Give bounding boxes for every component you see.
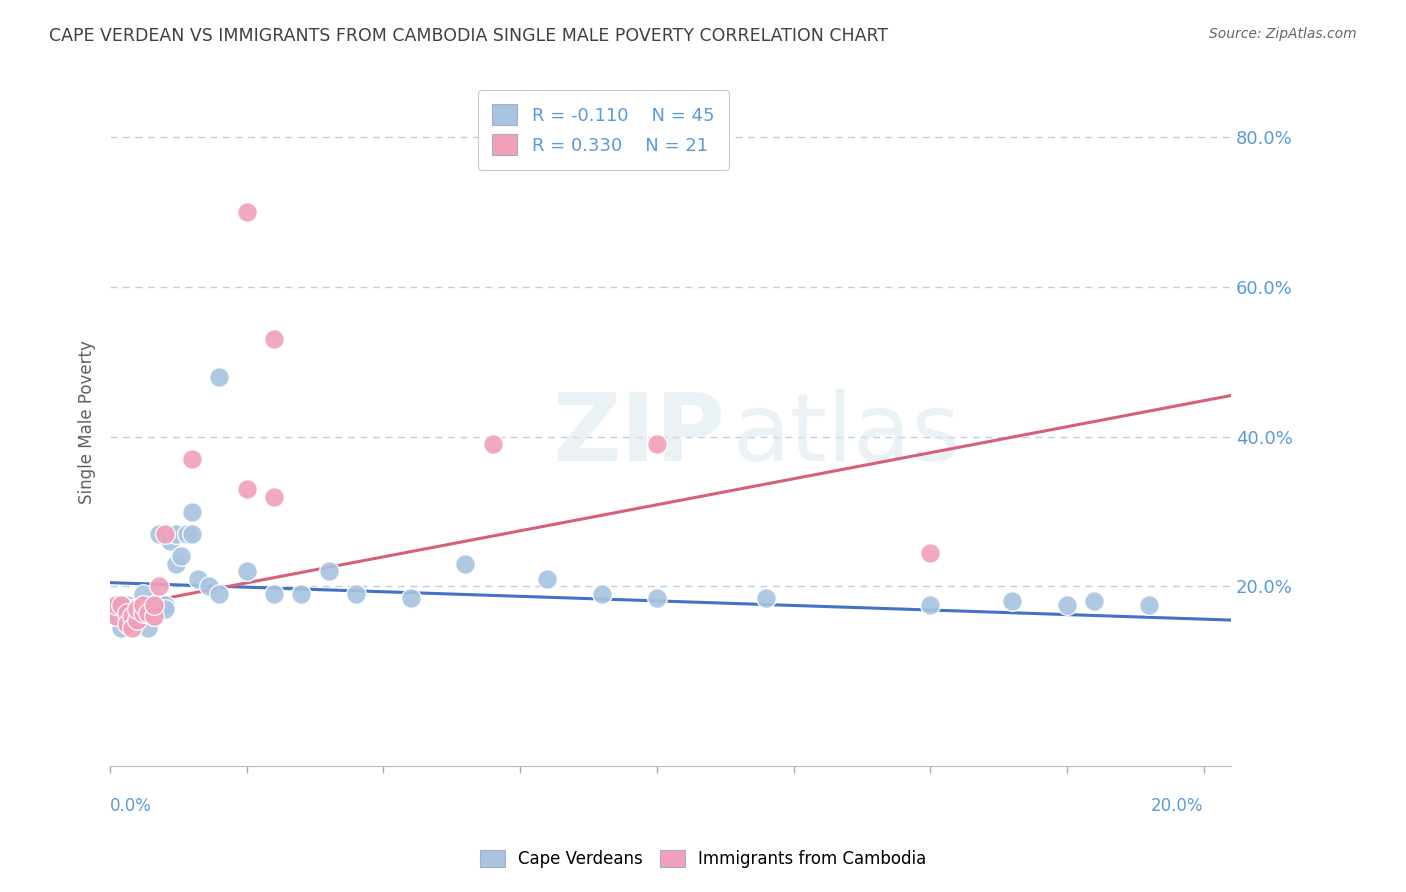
Point [121,621,143,635]
Point [127,613,149,627]
Point [115,609,138,624]
Point [208,587,231,601]
Point [115,616,138,631]
Point [236,482,259,496]
Point [591,587,613,601]
Point [1056,598,1078,612]
Point [318,565,340,579]
Point [263,490,285,504]
Point [236,565,259,579]
Point [142,609,165,624]
Point [290,587,312,601]
Point [127,602,149,616]
Point [148,579,170,593]
Point [645,591,668,605]
Point [165,527,187,541]
Text: atlas: atlas [733,390,960,482]
Point [132,587,155,601]
Point [138,621,160,635]
Point [121,609,143,624]
Point [115,606,138,620]
Point [263,587,285,601]
Text: ZIP: ZIP [553,390,725,482]
Legend: Cape Verdeans, Immigrants from Cambodia: Cape Verdeans, Immigrants from Cambodia [474,843,932,875]
Point [1083,594,1105,608]
Point [181,504,204,518]
Point [148,527,170,541]
Point [153,602,176,616]
Point [187,572,209,586]
Text: Source: ZipAtlas.com: Source: ZipAtlas.com [1209,27,1357,41]
Text: 20.0%: 20.0% [1152,797,1204,814]
Point [115,598,138,612]
Text: 0.0%: 0.0% [110,797,152,814]
Point [159,534,181,549]
Point [920,546,942,560]
Point [181,527,204,541]
Y-axis label: Single Male Poverty: Single Male Poverty [79,340,96,504]
Point [399,591,422,605]
Point [104,598,127,612]
Point [197,579,219,593]
Point [132,606,155,620]
Point [236,205,259,219]
Point [153,598,176,612]
Point [142,609,165,624]
Point [142,598,165,612]
Point [127,602,149,616]
Point [263,332,285,346]
Point [138,606,160,620]
Point [104,609,127,624]
Point [121,613,143,627]
Point [110,602,132,616]
Point [127,613,149,627]
Text: CAPE VERDEAN VS IMMIGRANTS FROM CAMBODIA SINGLE MALE POVERTY CORRELATION CHART: CAPE VERDEAN VS IMMIGRANTS FROM CAMBODIA… [49,27,889,45]
Point [104,609,127,624]
Legend: R = -0.110    N = 45, R = 0.330    N = 21: R = -0.110 N = 45, R = 0.330 N = 21 [478,90,728,169]
Point [482,437,505,451]
Point [132,609,155,624]
Point [142,598,165,612]
Point [176,527,198,541]
Point [344,587,367,601]
Point [138,606,160,620]
Point [920,598,942,612]
Point [454,557,477,571]
Point [755,591,778,605]
Point [645,437,668,451]
Point [181,452,204,467]
Point [170,549,193,564]
Point [1001,594,1024,608]
Point [208,369,231,384]
Point [153,527,176,541]
Point [1137,598,1160,612]
Point [104,598,127,612]
Point [536,572,558,586]
Point [110,621,132,635]
Point [121,602,143,616]
Point [165,557,187,571]
Point [110,598,132,612]
Point [132,598,155,612]
